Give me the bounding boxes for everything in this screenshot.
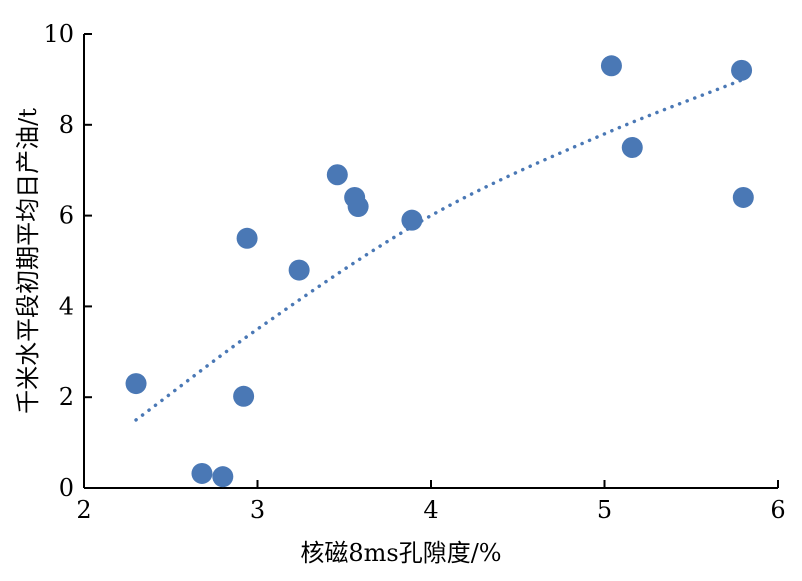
tick-marks	[83, 33, 779, 489]
data-point	[326, 164, 348, 186]
data-point	[347, 196, 369, 218]
y-axis-title: 千米水平段初期平均日产油/t	[14, 108, 42, 414]
y-tick-label: 6	[59, 202, 74, 230]
trendline-path	[134, 77, 746, 422]
x-tick-label: 2	[76, 496, 91, 524]
data-point	[732, 186, 754, 208]
data-point	[191, 462, 213, 484]
data-point	[600, 55, 622, 77]
y-tick-label: 8	[59, 111, 74, 139]
x-tick-label: 3	[250, 496, 265, 524]
axes	[83, 34, 778, 489]
y-tick-label: 0	[59, 474, 74, 502]
data-point	[236, 227, 258, 249]
y-tick-label: 2	[59, 383, 74, 411]
data-point	[233, 385, 255, 407]
data-point	[731, 59, 753, 81]
x-tick-label: 4	[423, 496, 438, 524]
data-points	[125, 55, 754, 488]
y-tick-label: 10	[43, 20, 74, 48]
x-tick-labels: 2 3 4 5 6	[76, 496, 785, 524]
x-tick-label: 6	[770, 496, 785, 524]
data-point	[125, 373, 147, 395]
data-point	[288, 259, 310, 281]
y-tick-labels: 0 2 4 6 8 10	[43, 20, 74, 502]
x-tick-label: 5	[597, 496, 612, 524]
x-axis-title: 核磁8ms孔隙度/%	[300, 539, 501, 567]
trendline	[134, 77, 746, 422]
data-point	[621, 137, 643, 158]
data-point	[401, 209, 423, 231]
y-tick-label: 4	[59, 292, 74, 320]
data-point	[212, 466, 234, 488]
